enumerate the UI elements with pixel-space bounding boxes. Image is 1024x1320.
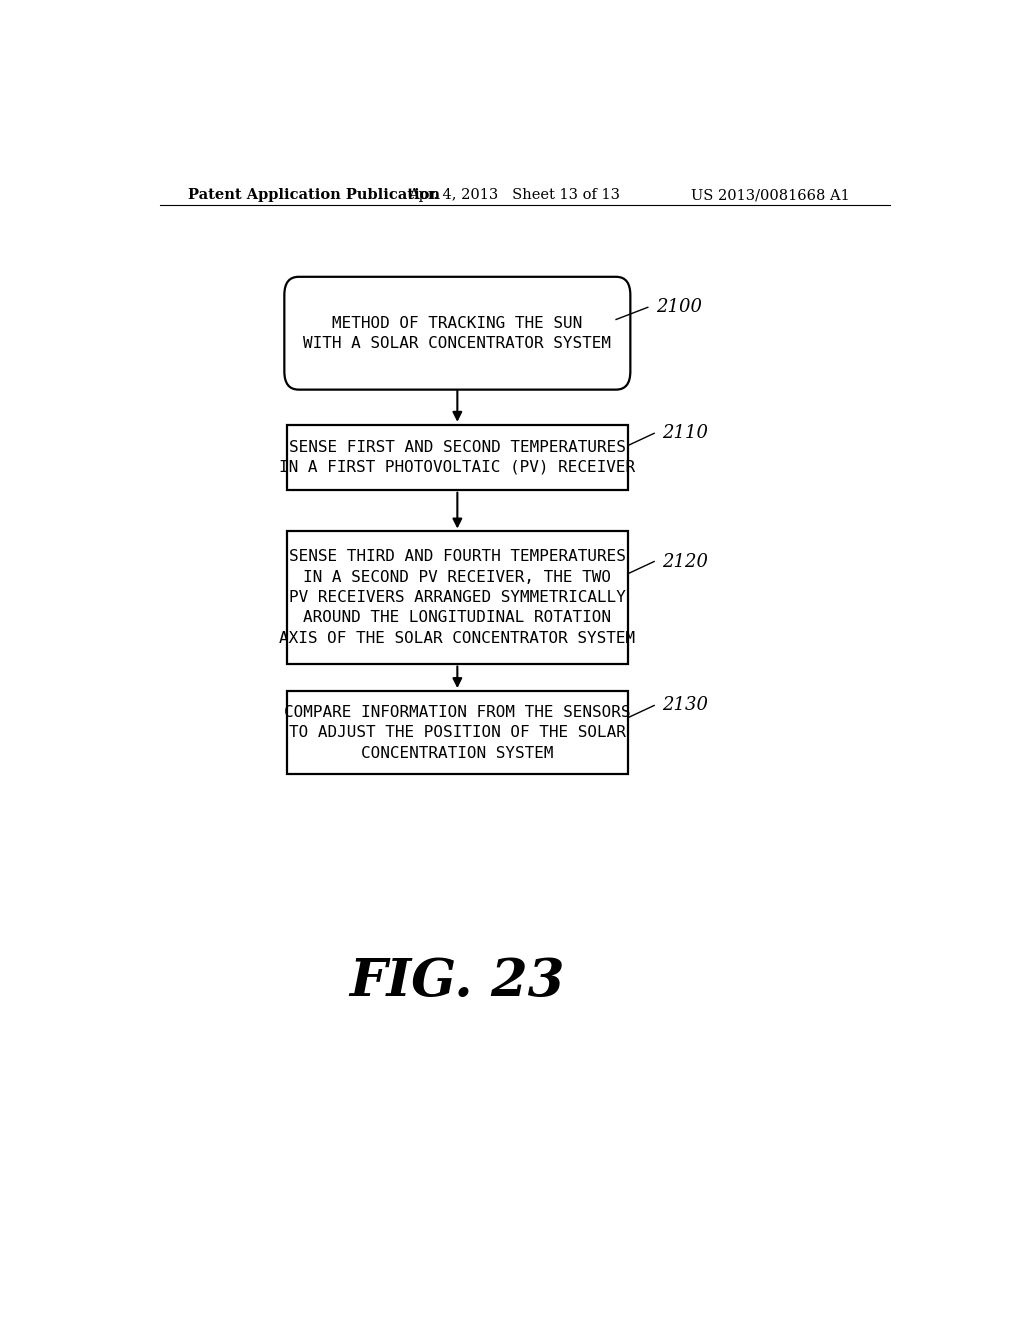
Text: 2110: 2110 [663, 424, 708, 442]
Text: COMPARE INFORMATION FROM THE SENSORS
TO ADJUST THE POSITION OF THE SOLAR
CONCENT: COMPARE INFORMATION FROM THE SENSORS TO … [284, 705, 631, 760]
FancyBboxPatch shape [287, 425, 628, 490]
Text: 2100: 2100 [655, 298, 701, 317]
FancyBboxPatch shape [287, 690, 628, 775]
FancyBboxPatch shape [287, 532, 628, 664]
Text: METHOD OF TRACKING THE SUN
WITH A SOLAR CONCENTRATOR SYSTEM: METHOD OF TRACKING THE SUN WITH A SOLAR … [303, 315, 611, 351]
Text: SENSE FIRST AND SECOND TEMPERATURES
IN A FIRST PHOTOVOLTAIC (PV) RECEIVER: SENSE FIRST AND SECOND TEMPERATURES IN A… [280, 440, 636, 475]
Text: Patent Application Publication: Patent Application Publication [187, 189, 439, 202]
Text: SENSE THIRD AND FOURTH TEMPERATURES
IN A SECOND PV RECEIVER, THE TWO
PV RECEIVER: SENSE THIRD AND FOURTH TEMPERATURES IN A… [280, 549, 636, 645]
Text: 2130: 2130 [663, 697, 708, 714]
Text: Apr. 4, 2013   Sheet 13 of 13: Apr. 4, 2013 Sheet 13 of 13 [409, 189, 621, 202]
Text: US 2013/0081668 A1: US 2013/0081668 A1 [691, 189, 850, 202]
Text: FIG. 23: FIG. 23 [349, 956, 565, 1007]
Text: 2120: 2120 [663, 553, 708, 570]
FancyBboxPatch shape [285, 277, 631, 389]
